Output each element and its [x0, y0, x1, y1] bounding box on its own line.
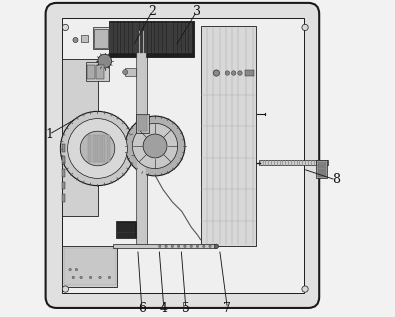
- Bar: [171, 23, 173, 53]
- Bar: [93, 135, 96, 162]
- Text: 8: 8: [332, 173, 340, 186]
- Bar: [96, 65, 104, 79]
- Bar: [110, 23, 113, 53]
- Circle shape: [214, 244, 218, 249]
- Circle shape: [158, 245, 161, 248]
- Bar: [62, 144, 65, 152]
- Bar: [140, 23, 143, 53]
- Circle shape: [72, 276, 75, 279]
- Bar: [125, 23, 128, 53]
- Text: 7: 7: [224, 302, 231, 315]
- Bar: [318, 162, 326, 177]
- Text: 3: 3: [192, 5, 201, 18]
- Bar: [87, 65, 95, 79]
- Text: 2: 2: [148, 5, 156, 18]
- Text: 4: 4: [160, 302, 168, 315]
- Text: 1: 1: [45, 128, 53, 141]
- Bar: [178, 23, 181, 53]
- Circle shape: [73, 37, 78, 42]
- Circle shape: [98, 54, 112, 68]
- Bar: [129, 23, 132, 53]
- Bar: [245, 70, 254, 76]
- Bar: [93, 27, 109, 49]
- Bar: [182, 23, 184, 53]
- Circle shape: [62, 286, 69, 292]
- Circle shape: [89, 276, 92, 279]
- Circle shape: [203, 245, 205, 248]
- Bar: [159, 23, 162, 53]
- Bar: [186, 23, 188, 53]
- Circle shape: [60, 111, 135, 186]
- Circle shape: [209, 245, 211, 248]
- Circle shape: [165, 245, 167, 248]
- Circle shape: [302, 24, 308, 30]
- Circle shape: [99, 276, 101, 279]
- Bar: [62, 169, 65, 177]
- Bar: [118, 23, 120, 53]
- Circle shape: [190, 245, 192, 248]
- Bar: [88, 135, 91, 162]
- FancyBboxPatch shape: [45, 3, 319, 308]
- Bar: [98, 135, 101, 162]
- Bar: [116, 221, 136, 238]
- Circle shape: [132, 123, 178, 169]
- Bar: [86, 62, 109, 81]
- Bar: [62, 59, 98, 216]
- Circle shape: [196, 245, 199, 248]
- Circle shape: [125, 116, 185, 176]
- Bar: [62, 156, 65, 164]
- Bar: [144, 23, 147, 53]
- Bar: [125, 68, 136, 76]
- Bar: [62, 246, 117, 287]
- Circle shape: [62, 24, 69, 30]
- Bar: [113, 244, 216, 248]
- Circle shape: [238, 71, 242, 75]
- Circle shape: [302, 286, 308, 292]
- Bar: [64, 248, 116, 285]
- Bar: [136, 114, 149, 133]
- Circle shape: [225, 71, 229, 75]
- Bar: [148, 23, 150, 53]
- Bar: [155, 23, 158, 53]
- Bar: [137, 23, 139, 53]
- Bar: [114, 23, 117, 53]
- Bar: [62, 182, 65, 189]
- Bar: [174, 23, 177, 53]
- Circle shape: [69, 268, 71, 271]
- Bar: [94, 29, 108, 48]
- Bar: [163, 23, 166, 53]
- Bar: [152, 23, 154, 53]
- Circle shape: [75, 268, 78, 271]
- Bar: [133, 23, 135, 53]
- Bar: [138, 115, 147, 131]
- Bar: [189, 23, 192, 53]
- Circle shape: [68, 119, 127, 178]
- Bar: [201, 26, 256, 246]
- Text: 5: 5: [182, 302, 190, 315]
- Bar: [62, 18, 304, 293]
- Bar: [167, 23, 169, 53]
- Circle shape: [123, 69, 128, 74]
- Bar: [121, 23, 124, 53]
- Bar: [109, 21, 194, 57]
- Circle shape: [143, 134, 167, 158]
- Circle shape: [213, 70, 220, 76]
- Circle shape: [184, 245, 186, 248]
- Text: 6: 6: [138, 302, 146, 315]
- Circle shape: [80, 276, 83, 279]
- Circle shape: [80, 131, 115, 166]
- Bar: [316, 160, 327, 178]
- Bar: [137, 31, 146, 245]
- Bar: [62, 194, 65, 202]
- Bar: [107, 135, 110, 162]
- Bar: [135, 29, 147, 246]
- Circle shape: [231, 71, 236, 75]
- Bar: [102, 135, 105, 162]
- Circle shape: [171, 245, 173, 248]
- Bar: [259, 160, 328, 165]
- Circle shape: [108, 276, 111, 279]
- Circle shape: [177, 245, 180, 248]
- Bar: [81, 35, 88, 42]
